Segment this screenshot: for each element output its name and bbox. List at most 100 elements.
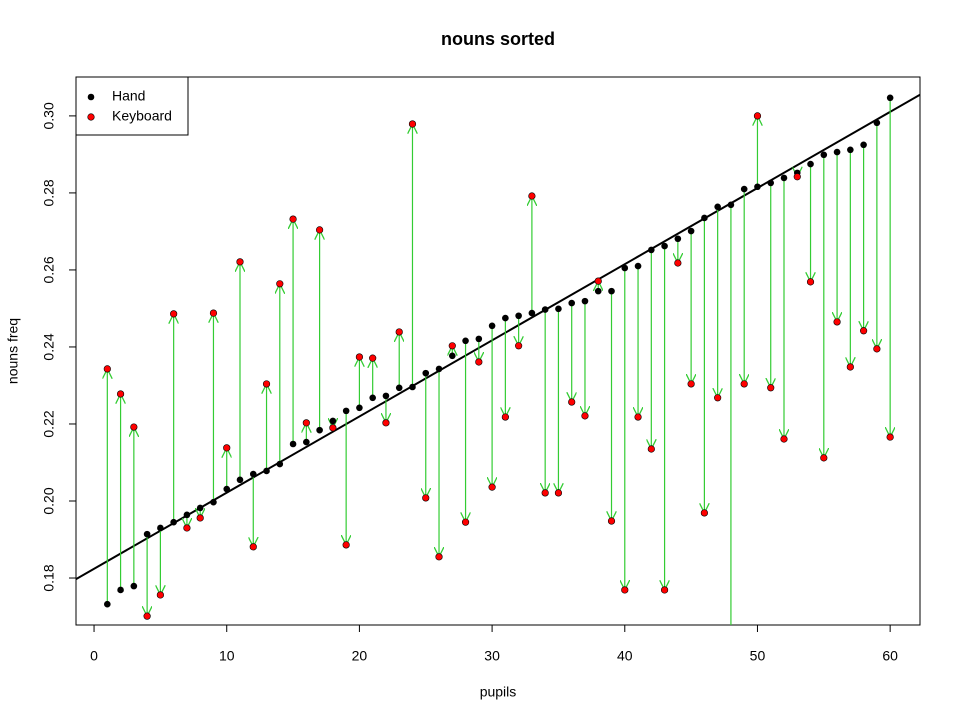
point [276,460,284,468]
point [555,305,562,313]
point [329,417,337,425]
legend-marker [87,93,95,101]
point [209,309,218,317]
point [103,365,111,373]
point [342,541,350,549]
x-tick-label: 60 [882,648,898,664]
point [767,179,775,187]
x-tick-label: 20 [352,648,368,664]
point [395,384,403,392]
point [422,369,430,377]
point [873,119,881,127]
point [740,380,748,388]
point [236,258,244,266]
y-tick-label: 0.22 [41,410,57,437]
point [701,214,708,222]
point [608,287,615,295]
point [820,151,828,159]
point [157,524,164,532]
point [356,404,363,412]
x-tick-label: 30 [484,648,500,664]
point [607,517,616,525]
point [196,504,204,512]
point [262,380,271,388]
point [807,160,814,168]
point [382,419,390,427]
plot-area [76,93,920,659]
point [210,498,217,506]
point [674,235,682,243]
point [687,227,695,235]
point [303,438,310,446]
point [316,426,323,434]
point [276,280,284,288]
legend-label: Keyboard [112,108,172,124]
point [316,226,324,234]
point [780,174,788,182]
y-axis-label: nouns freq [5,318,21,384]
point [143,612,151,620]
point [369,394,376,402]
point [674,259,682,267]
point [767,384,775,392]
point [448,352,456,360]
x-tick-label: 10 [219,648,235,664]
point [793,173,801,181]
point [382,392,390,400]
point [462,337,469,345]
point [236,476,244,484]
point [568,398,576,406]
point [833,318,841,326]
point [833,148,841,156]
point [170,310,178,318]
point [156,591,164,599]
point [740,185,748,193]
point [700,509,708,517]
point [448,342,456,350]
point [728,652,735,659]
legend-label: Hand [112,88,145,104]
point [873,345,881,353]
point [634,413,642,421]
point [488,483,496,491]
point [502,314,509,322]
y-tick-label: 0.18 [41,564,57,591]
legend-marker [87,113,95,121]
point [342,407,350,415]
point [170,518,177,526]
point [183,524,191,532]
point [714,394,722,402]
point [223,444,231,452]
point [528,309,536,317]
point [528,192,536,200]
point [621,586,629,594]
point [780,435,788,443]
point [647,445,655,453]
x-tick-label: 0 [90,648,98,664]
x-tick-label: 40 [617,648,633,664]
y-tick-label: 0.28 [41,179,57,206]
point [408,120,417,128]
trend-line [76,93,920,581]
point [648,246,655,254]
y-tick-label: 0.24 [41,333,57,360]
point [687,380,695,388]
point [395,328,403,336]
point [249,470,257,478]
point [422,494,430,502]
point [660,586,669,594]
point [461,518,470,526]
point [302,419,310,427]
point [355,353,364,361]
point [860,327,868,335]
point [117,586,124,594]
plot-frame [75,76,921,626]
point [143,530,151,538]
point [886,94,894,102]
point [554,489,563,497]
point [515,342,523,350]
point [130,423,138,431]
point [369,354,377,362]
point [329,424,337,432]
